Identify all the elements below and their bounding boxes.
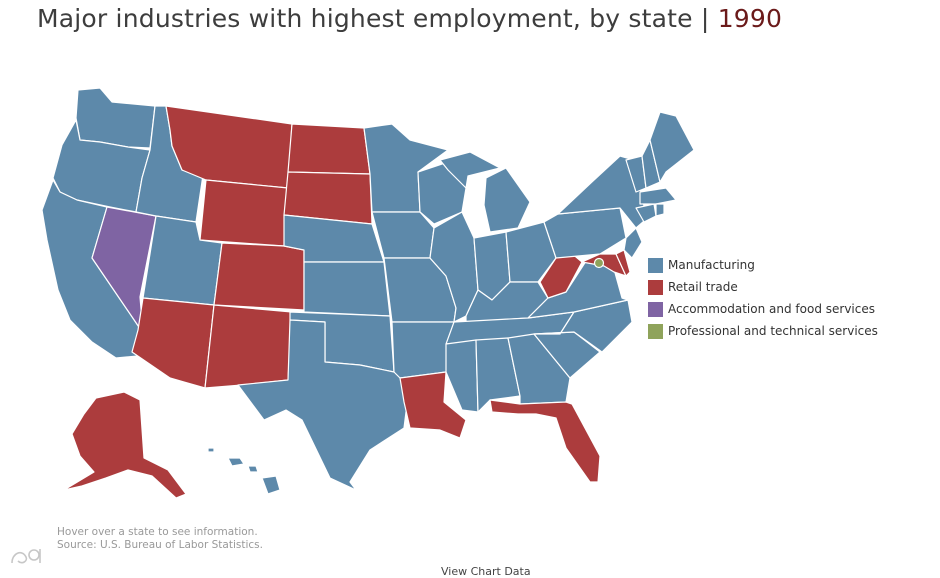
state-me[interactable] bbox=[649, 111, 695, 183]
state-ak[interactable] bbox=[63, 391, 187, 499]
state-wa[interactable] bbox=[75, 87, 156, 149]
legend-swatch bbox=[648, 257, 663, 273]
legend-item-professional[interactable]: Professional and technical services bbox=[648, 320, 878, 342]
state-hi[interactable] bbox=[261, 475, 281, 495]
hover-note: Hover over a state to see information. bbox=[57, 526, 258, 538]
state-tx[interactable] bbox=[237, 319, 411, 491]
state-fl[interactable] bbox=[489, 399, 601, 483]
state-hi-4[interactable] bbox=[207, 447, 215, 453]
legend-item-accommodation[interactable]: Accommodation and food services bbox=[648, 298, 878, 320]
source-note: Source: U.S. Bureau of Labor Statistics. bbox=[57, 539, 263, 551]
state-nm[interactable] bbox=[204, 304, 293, 389]
state-az[interactable] bbox=[131, 297, 215, 389]
legend-swatch bbox=[648, 279, 663, 295]
legend-label: Retail trade bbox=[668, 280, 738, 294]
state-hi-3[interactable] bbox=[247, 465, 259, 473]
title-year: 1990 bbox=[717, 4, 783, 33]
state-wy[interactable] bbox=[199, 179, 289, 247]
legend-item-retail-trade[interactable]: Retail trade bbox=[648, 276, 878, 298]
state-il[interactable] bbox=[429, 211, 479, 323]
state-nd[interactable] bbox=[287, 123, 371, 175]
state-ma[interactable] bbox=[639, 187, 677, 205]
view-chart-data-link[interactable]: View Chart Data bbox=[441, 565, 531, 578]
state-co[interactable] bbox=[213, 242, 305, 311]
legend-label: Accommodation and food services bbox=[668, 302, 875, 316]
state-ms[interactable] bbox=[445, 339, 479, 413]
legend-swatch bbox=[648, 301, 663, 317]
state-mi-lower[interactable] bbox=[483, 167, 531, 233]
page-title: Major industries with highest employment… bbox=[37, 4, 782, 33]
state-mi[interactable] bbox=[439, 151, 501, 189]
legend-item-manufacturing[interactable]: Manufacturing bbox=[648, 254, 878, 276]
legend: Manufacturing Retail trade Accommodation… bbox=[648, 254, 878, 342]
footnotes: Hover over a state to see information. S… bbox=[57, 526, 263, 552]
state-hi-2[interactable] bbox=[227, 457, 245, 467]
state-pa[interactable] bbox=[543, 207, 627, 259]
legend-label: Manufacturing bbox=[668, 258, 755, 272]
legend-label: Professional and technical services bbox=[668, 324, 878, 338]
state-nj[interactable] bbox=[623, 227, 643, 259]
watermark-logo bbox=[11, 549, 41, 564]
state-ri[interactable] bbox=[655, 203, 665, 217]
state-ca[interactable] bbox=[41, 179, 144, 359]
state-ia[interactable] bbox=[371, 211, 435, 259]
state-la[interactable] bbox=[399, 371, 467, 439]
state-de[interactable] bbox=[615, 249, 631, 277]
state-al[interactable] bbox=[475, 337, 521, 413]
state-dc[interactable] bbox=[593, 257, 605, 269]
legend-swatch bbox=[648, 323, 663, 339]
state-ar[interactable] bbox=[391, 321, 455, 379]
state-oh[interactable] bbox=[505, 221, 557, 283]
state-ks[interactable] bbox=[303, 261, 391, 317]
title-text: Major industries with highest employment… bbox=[37, 4, 718, 33]
